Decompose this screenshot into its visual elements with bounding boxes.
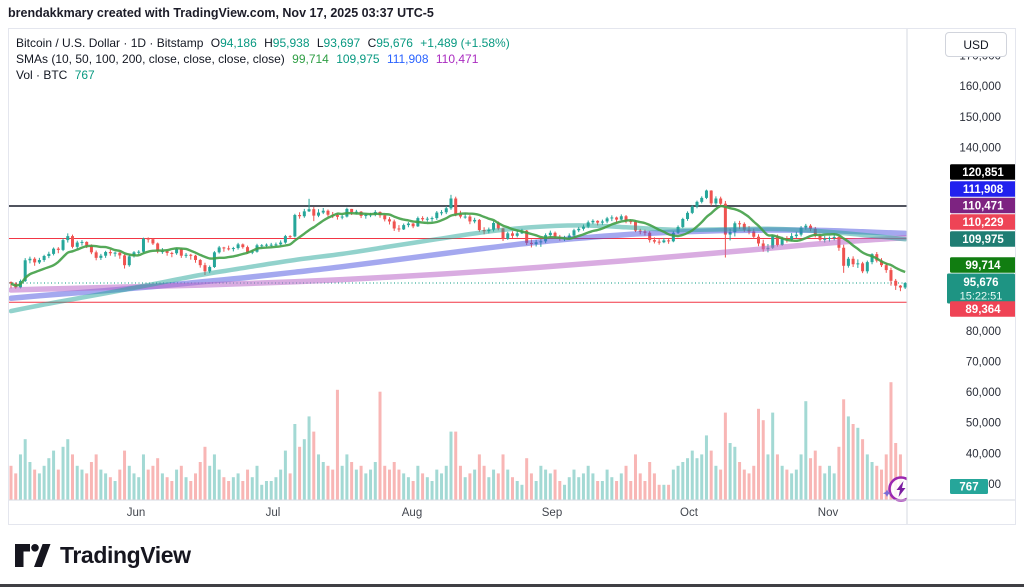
ohlc-low-label: L bbox=[316, 36, 324, 50]
chart-legend: Bitcoin / U.S. Dollar · 1D · Bitstamp O9… bbox=[16, 35, 514, 83]
price-tick-label: 160,000 bbox=[959, 81, 1001, 93]
svg-text:110,229: 110,229 bbox=[963, 217, 1004, 229]
price-tick-label: 80,000 bbox=[966, 326, 1001, 338]
price-chart-canvas[interactable]: 170,000160,000150,000140,00080,00070,000… bbox=[9, 29, 1016, 524]
svg-text:15:22:51: 15:22:51 bbox=[960, 291, 1003, 303]
price-badge bbox=[947, 273, 1015, 304]
chart-widget: 170,000160,000150,000140,00080,00070,000… bbox=[8, 28, 1016, 525]
window-bottom-edge bbox=[0, 584, 1024, 587]
tradingview-footer[interactable]: TradingView bbox=[14, 542, 191, 569]
plot-area bbox=[9, 189, 907, 500]
ohlc-high-value: 95,938 bbox=[272, 36, 310, 50]
month-label: Nov bbox=[818, 507, 839, 519]
candles bbox=[9, 189, 907, 292]
sma50-line bbox=[9, 223, 907, 314]
price-badge bbox=[950, 197, 1016, 214]
sma200-value: 110,471 bbox=[435, 52, 479, 66]
svg-text:767: 767 bbox=[959, 482, 978, 494]
ohlc-close-label: C bbox=[367, 36, 377, 50]
tradingview-wordmark: TradingView bbox=[60, 542, 191, 568]
currency-usd-button[interactable]: USD bbox=[945, 32, 1007, 57]
svg-text:89,364: 89,364 bbox=[965, 304, 1001, 316]
month-label: Sep bbox=[542, 507, 562, 519]
svg-text:99,714: 99,714 bbox=[965, 260, 1001, 272]
ohlc-open-value: 94,186 bbox=[220, 36, 257, 50]
volume-bars bbox=[9, 382, 907, 500]
ohlc-high-label: H bbox=[264, 36, 273, 50]
price-tick-label: 70,000 bbox=[966, 357, 1001, 369]
ohlc-close-value: 95,676 bbox=[376, 36, 413, 50]
price-badge bbox=[950, 231, 1016, 247]
sma-study-label: SMAs (10, 50, 100, 200, close, close, cl… bbox=[16, 52, 285, 66]
svg-text:109,975: 109,975 bbox=[962, 234, 1004, 246]
price-badge bbox=[950, 301, 1016, 317]
volume-value: 767 bbox=[74, 68, 95, 82]
legend-sma-row[interactable]: SMAs (10, 50, 100, 200, close, close, cl… bbox=[16, 51, 514, 67]
month-label: Aug bbox=[402, 507, 422, 519]
month-label: Jun bbox=[127, 507, 146, 519]
legend-volume-row[interactable]: Vol · BTC 767 bbox=[16, 67, 514, 83]
ohlc-open-label: O bbox=[210, 36, 221, 50]
change-value: +1,489 (+1.58%) bbox=[420, 36, 510, 50]
sma50-value: 109,975 bbox=[336, 52, 380, 66]
volume-badge bbox=[950, 479, 988, 494]
sma200-line bbox=[9, 234, 907, 293]
month-label: Jul bbox=[266, 507, 281, 519]
svg-text:111,908: 111,908 bbox=[963, 184, 1004, 196]
price-badge bbox=[950, 257, 1016, 273]
symbol-title: Bitcoin / U.S. Dollar · 1D · Bitstamp bbox=[16, 36, 204, 50]
svg-text:95,676: 95,676 bbox=[963, 277, 998, 289]
sma10-value: 99,714 bbox=[292, 52, 329, 66]
price-tick-label: 50,000 bbox=[966, 418, 1001, 430]
svg-text:110,471: 110,471 bbox=[963, 201, 1005, 213]
volume-study-label: Vol · BTC bbox=[16, 68, 68, 82]
attribution-line: brendakkmary created with TradingView.co… bbox=[8, 6, 434, 20]
svg-text:120,851: 120,851 bbox=[962, 167, 1004, 179]
sma10-line bbox=[10, 204, 906, 287]
price-badge bbox=[950, 181, 1016, 197]
price-tick-label: 140,000 bbox=[959, 142, 1001, 154]
price-tick-label: 40,000 bbox=[966, 448, 1001, 460]
price-tick-label: 150,000 bbox=[959, 112, 1001, 124]
price-badge bbox=[950, 214, 1016, 230]
month-label: Oct bbox=[680, 507, 699, 519]
tradingview-logo-icon bbox=[15, 544, 51, 567]
legend-symbol-row[interactable]: Bitcoin / U.S. Dollar · 1D · Bitstamp O9… bbox=[16, 35, 514, 51]
price-badge bbox=[950, 164, 1016, 180]
price-tick-label: 60,000 bbox=[966, 387, 1001, 399]
sma100-value: 111,908 bbox=[386, 52, 429, 66]
ohlc-low-value: 93,697 bbox=[323, 36, 361, 50]
